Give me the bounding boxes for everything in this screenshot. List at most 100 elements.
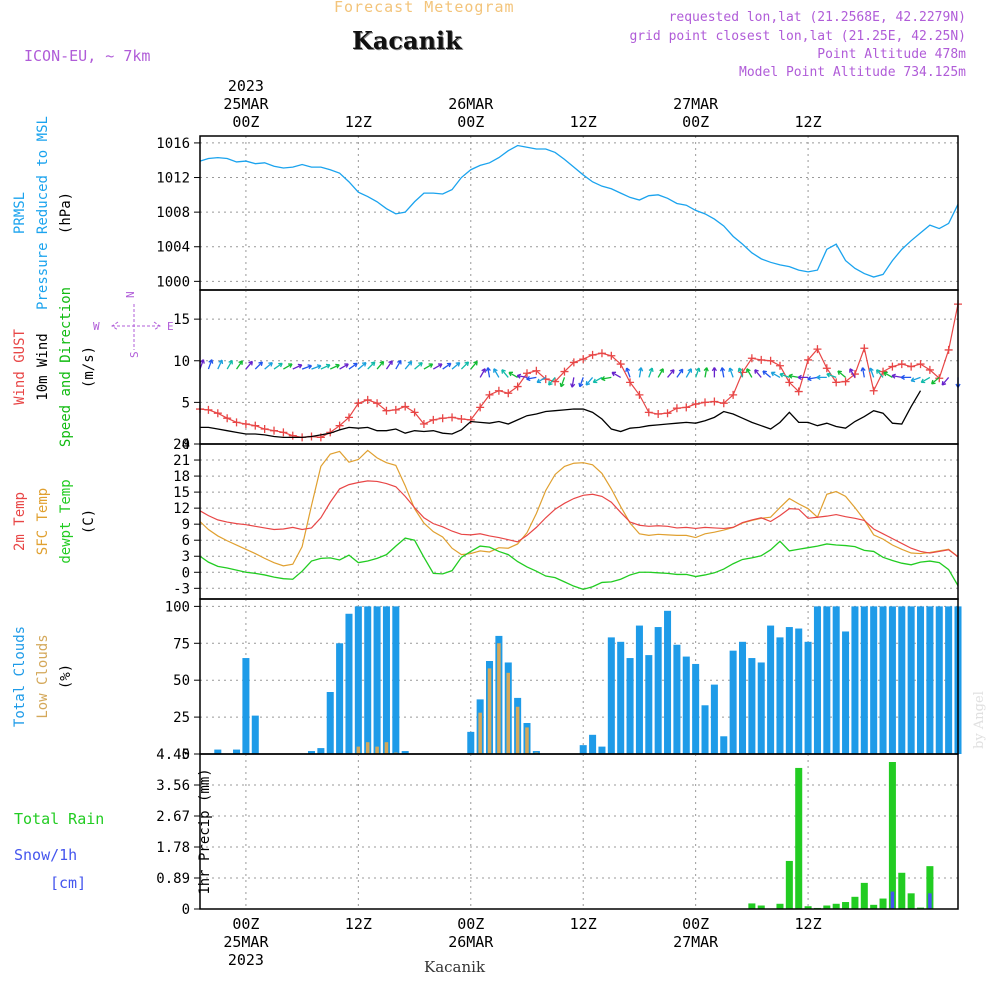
wind-gust-marker <box>710 397 719 406</box>
total-cloud-bar <box>467 731 475 754</box>
low-cloud-bar <box>478 712 482 754</box>
wind-direction-arrow <box>578 377 584 388</box>
wind-direction-arrow <box>404 360 413 370</box>
total-cloud-bar <box>701 705 709 754</box>
wind-gust-marker <box>588 350 597 359</box>
dewpt-line <box>199 537 959 591</box>
wind-direction-arrow <box>737 367 744 378</box>
snow-bar <box>928 893 932 909</box>
product-title: Forecast Meteogram <box>334 0 515 16</box>
wind-direction-arrow <box>703 367 709 378</box>
bottom-time-label: 12Z <box>795 915 822 933</box>
wind-direction-arrow <box>676 368 684 378</box>
wind-gust-marker <box>672 404 681 413</box>
wind-direction-arrow <box>559 377 566 388</box>
side-label: (%) <box>58 664 74 689</box>
wind-direction-arrow <box>711 367 718 378</box>
temp-2m-line <box>199 480 959 558</box>
top-time-label: 27MAR <box>673 95 719 113</box>
wind-gust-marker <box>635 390 644 399</box>
wind-direction-arrow <box>816 374 827 381</box>
wind-direction-arrow <box>648 367 654 378</box>
y-tick-label: -3 <box>173 581 190 597</box>
wind-direction-arrow <box>754 369 762 378</box>
y-tick-label: 1004 <box>156 240 190 256</box>
wind-direction-arrow <box>432 363 443 370</box>
low-cloud-bar <box>375 746 379 754</box>
wind-gust-marker <box>832 378 841 387</box>
rain-bar <box>785 860 793 909</box>
wind-direction-arrow <box>611 371 622 378</box>
total-cloud-bar <box>364 606 372 754</box>
wind-direction-arrow <box>217 359 224 370</box>
wind-direction-arrow <box>930 376 940 385</box>
wind-gust-marker <box>270 426 279 435</box>
compass-north: N <box>124 291 137 298</box>
rain-bar <box>888 762 896 909</box>
total-cloud-bar <box>710 684 718 754</box>
wind-gust-marker <box>644 408 653 417</box>
wind-direction-arrow <box>770 371 781 378</box>
wind-direction-arrow <box>414 362 423 370</box>
panel-1: 1000 1004 1008 1012 1016 PRMSL Pressure Reduce… <box>12 116 959 310</box>
total-cloud-bar <box>870 606 878 754</box>
wind-gust-marker <box>391 405 400 414</box>
wind-gust-marker <box>494 386 503 395</box>
top-time-label: 12Z <box>345 113 372 131</box>
total-cloud-bar <box>382 606 390 754</box>
total-cloud-bar <box>888 606 896 754</box>
bottom-time-label: 25MAR <box>223 933 269 951</box>
wind-gust-marker <box>616 360 625 369</box>
total-cloud-bar <box>579 745 587 754</box>
snow-legend: Snow/1h <box>14 846 77 864</box>
wind-gust-marker <box>448 413 457 422</box>
wind-direction-arrow <box>837 370 846 378</box>
wind-gust-marker <box>654 410 663 419</box>
wind-gust-marker <box>466 415 475 424</box>
rain-bar <box>757 905 765 909</box>
location-title: Kacanik <box>352 26 462 55</box>
wind-gust-marker <box>532 366 541 375</box>
wind-gust-marker <box>691 400 700 409</box>
wind-gust-marker <box>822 364 831 373</box>
wind-10m-line <box>200 390 922 438</box>
wind-direction-arrow <box>585 376 594 386</box>
wind-direction-arrow <box>826 372 837 379</box>
wind-gust-marker <box>597 349 606 358</box>
wind-direction-arrow <box>451 362 461 370</box>
total-cloud-bar <box>307 751 316 754</box>
wind-direction-arrow <box>900 374 912 381</box>
side-label: Speed and Direction <box>58 287 74 447</box>
panel-frame <box>199 443 959 600</box>
total-cloud-bar <box>336 643 344 754</box>
wind-gust-marker <box>513 382 522 391</box>
wind-direction-arrow <box>273 362 283 370</box>
total-cloud-bar <box>401 751 409 754</box>
wind-gust-marker <box>213 409 222 418</box>
y-tick-label: 9 <box>182 517 190 533</box>
side-label: 2m Temp <box>12 492 28 551</box>
wind-direction-arrow <box>485 367 491 378</box>
wind-direction-arrow <box>283 363 293 370</box>
wind-gust-marker <box>560 367 569 376</box>
wind-gust-marker <box>804 355 813 364</box>
total-cloud-bar <box>795 628 803 754</box>
total-cloud-bar <box>354 606 362 754</box>
bottom-time-label: 26MAR <box>448 933 494 951</box>
total-cloud-bar <box>598 746 606 754</box>
side-label: 10m Wind <box>35 333 51 400</box>
y-tick-label: 24 <box>173 437 190 453</box>
rain-bar <box>870 904 878 909</box>
y-tick-label: 18 <box>173 469 190 485</box>
wind-gust-marker <box>888 362 897 371</box>
grid-point-coordinates: grid point closest lon,lat (21.25E, 42.2… <box>629 29 966 44</box>
wind-gust-marker <box>663 409 672 418</box>
wind-direction-arrow <box>891 373 902 379</box>
wind-gust-marker <box>232 418 241 427</box>
wind-gust-marker <box>879 367 888 376</box>
wind-direction-arrow <box>376 360 385 370</box>
wind-gust-marker <box>410 408 419 417</box>
rain-bar <box>823 905 831 909</box>
